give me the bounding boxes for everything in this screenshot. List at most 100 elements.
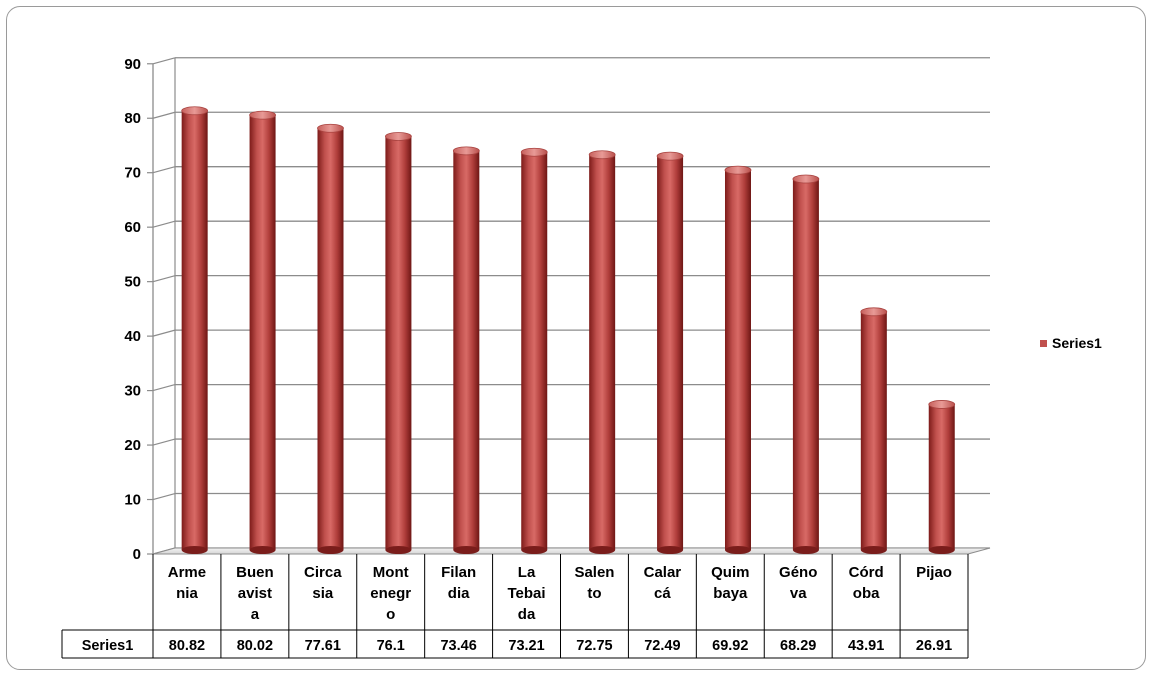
y-tick-label: 0 xyxy=(133,546,141,563)
bar-cap xyxy=(588,150,616,160)
data-value-label: 73.21 xyxy=(508,638,544,654)
gridline-depth xyxy=(152,275,176,283)
bar-body xyxy=(657,156,684,550)
bar-body xyxy=(724,170,751,551)
bar xyxy=(317,123,344,554)
bar-body xyxy=(589,154,616,550)
bar xyxy=(385,132,412,554)
y-tick-label: 60 xyxy=(124,219,141,236)
bar-base xyxy=(792,546,819,554)
y-tick-label: 80 xyxy=(124,110,141,127)
category-label: Salen xyxy=(574,564,614,581)
table-series-name: Series1 xyxy=(82,638,134,654)
category-label: a xyxy=(251,606,260,623)
data-value-label: 72.49 xyxy=(644,638,680,654)
bar-base xyxy=(453,546,480,554)
bar-cap xyxy=(317,123,344,133)
bar-cap xyxy=(860,307,888,317)
y-tick-label: 10 xyxy=(124,492,141,509)
category-label: dia xyxy=(448,585,470,602)
y-axis: 0 10 20 30 40 50 60 70 80 90 xyxy=(124,56,154,563)
category-label: cá xyxy=(654,585,671,602)
bar-cap xyxy=(928,400,956,409)
category-label: sia xyxy=(312,585,334,602)
bar-base xyxy=(589,546,616,554)
bar xyxy=(181,106,209,554)
bar-cap xyxy=(181,106,209,116)
bar-body xyxy=(521,152,548,550)
legend-swatch xyxy=(1040,340,1047,347)
y-tick-label: 20 xyxy=(124,437,141,454)
legend: Series1 xyxy=(1040,335,1102,351)
category-label: Arme xyxy=(168,564,206,581)
gridline-depth xyxy=(152,384,176,392)
y-tick-label: 90 xyxy=(124,56,141,73)
bar-base xyxy=(181,546,208,554)
category-label: Circa xyxy=(304,564,342,581)
category-label: Mont xyxy=(373,564,409,581)
bar-body xyxy=(928,404,955,550)
legend-label: Series1 xyxy=(1052,335,1102,351)
bar xyxy=(656,151,684,554)
category-label: Quim xyxy=(711,564,749,581)
bar xyxy=(928,400,956,554)
category-label: Calar xyxy=(644,564,682,581)
bar-base xyxy=(249,546,276,554)
data-value-label: 73.46 xyxy=(440,638,476,654)
bar-body xyxy=(792,179,819,551)
y-tick-label: 30 xyxy=(124,383,141,400)
category-label: to xyxy=(587,585,601,602)
data-value-label: 26.91 xyxy=(916,638,952,654)
gridline-depth xyxy=(152,438,176,446)
data-value-label: 69.92 xyxy=(712,638,748,654)
gridline-depth xyxy=(152,329,176,337)
category-label: nia xyxy=(176,585,198,602)
data-value-label: 43.91 xyxy=(848,638,884,654)
category-label: Tebai xyxy=(508,585,546,602)
bar-cap xyxy=(792,174,820,184)
category-label: va xyxy=(790,585,807,602)
category-label: enegr xyxy=(370,585,411,602)
bar xyxy=(452,146,480,554)
category-label: oba xyxy=(853,585,880,602)
bar-base xyxy=(724,546,751,554)
data-value-label: 80.82 xyxy=(169,638,205,654)
bar-cap xyxy=(520,147,548,157)
category-label: La xyxy=(518,564,536,581)
bar-cap xyxy=(249,110,276,120)
category-label: Buen xyxy=(236,564,274,581)
bar-body xyxy=(453,150,480,550)
bar-base xyxy=(385,546,412,554)
bar-cap xyxy=(656,151,684,161)
gridline-depth xyxy=(152,492,176,501)
bar-base xyxy=(928,546,955,554)
gridline-depth xyxy=(152,220,176,228)
bar-body xyxy=(317,128,344,550)
bar xyxy=(249,110,276,554)
bar xyxy=(588,150,616,554)
gridline-depth xyxy=(152,57,176,65)
category-label: da xyxy=(518,606,536,623)
bars xyxy=(181,106,956,554)
data-value-label: 80.02 xyxy=(237,638,273,654)
data-value-label: 76.1 xyxy=(377,638,405,654)
gridline-depth xyxy=(152,166,176,174)
y-tick-label: 40 xyxy=(124,328,141,345)
data-value-label: 72.75 xyxy=(576,638,612,654)
bar-body xyxy=(181,110,208,550)
data-value-label: 68.29 xyxy=(780,638,816,654)
bar xyxy=(520,147,548,554)
bar-cap xyxy=(385,132,412,141)
bar-cap xyxy=(724,165,752,175)
data-value-label: 77.61 xyxy=(305,638,341,654)
bar-base xyxy=(860,546,887,554)
bar-body xyxy=(249,115,276,551)
bar-body xyxy=(385,136,412,550)
bar-base xyxy=(657,546,684,554)
category-label: Filan xyxy=(441,564,476,581)
category-label: Pijao xyxy=(916,564,952,581)
data-table: Arme nia Buen avist a Circa sia Mont enegr o Filan… xyxy=(61,554,969,659)
gridline-depth xyxy=(152,111,176,119)
category-label: avist xyxy=(238,585,272,602)
